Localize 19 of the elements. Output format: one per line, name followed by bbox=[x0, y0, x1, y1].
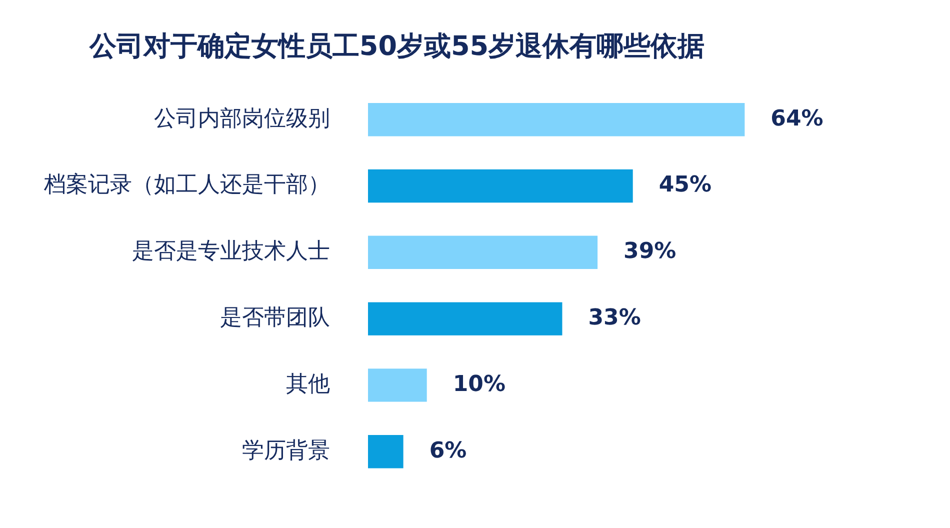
bar bbox=[368, 302, 562, 336]
bar bbox=[368, 368, 427, 402]
bar bbox=[368, 169, 633, 203]
y-tick-label: 是否是专业技术人士 bbox=[132, 239, 330, 264]
bar bbox=[368, 236, 598, 269]
bar bbox=[368, 103, 745, 136]
data-label: 45% bbox=[658, 172, 712, 198]
data-label: 6% bbox=[429, 438, 467, 464]
y-tick-label: 学历背景 bbox=[242, 438, 330, 464]
y-tick-label: 档案记录（如工人还是干部） bbox=[43, 172, 330, 198]
data-label: 64% bbox=[770, 106, 824, 132]
y-tick-label: 是否带团队 bbox=[220, 306, 330, 331]
chart-title: 公司对于确定女性员工50岁或55岁退休有哪些依据 bbox=[88, 31, 705, 62]
y-tick-label: 其他 bbox=[286, 372, 330, 397]
data-label: 39% bbox=[624, 239, 676, 264]
data-label: 33% bbox=[588, 306, 641, 331]
y-tick-label: 公司内部岗位级别 bbox=[154, 106, 330, 132]
bar bbox=[368, 435, 404, 468]
data-label: 10% bbox=[452, 372, 506, 397]
